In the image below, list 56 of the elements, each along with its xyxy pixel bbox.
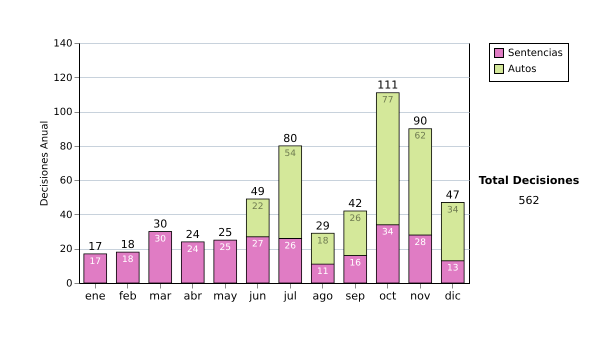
- data-label: 11: [317, 267, 328, 278]
- legend-label: Sentencias: [508, 48, 563, 59]
- total-label: 17: [88, 240, 102, 253]
- data-label: 62: [414, 132, 426, 142]
- total-label: 90: [413, 114, 428, 128]
- total-label: 49: [250, 185, 265, 198]
- legend-label: Autos: [508, 64, 536, 75]
- data-label: 34: [382, 228, 394, 238]
- data-label: 28: [414, 238, 426, 248]
- total-label: 18: [120, 238, 135, 252]
- data-label: 26: [350, 214, 362, 224]
- data-label: 24: [187, 244, 199, 255]
- total-label: 80: [283, 132, 298, 145]
- text: Total Decisiones: [478, 174, 580, 187]
- y-axis-title: Decisiones Anual: [39, 120, 50, 206]
- x-tick-label: jun: [248, 290, 266, 302]
- x-tick-label: nov: [410, 290, 431, 302]
- x-tick-label: abr: [184, 290, 202, 302]
- data-label: 13: [447, 264, 458, 274]
- x-tick-label: dic: [444, 290, 461, 302]
- data-label: 54: [284, 148, 296, 159]
- data-label: 77: [382, 96, 394, 106]
- data-label: 26: [284, 241, 296, 252]
- total-label: 24: [186, 228, 200, 241]
- y-tick-label: 20: [60, 244, 72, 256]
- y-tick-label: 100: [53, 107, 72, 118]
- x-tick-label: may: [213, 290, 238, 302]
- x-tick-label: jul: [282, 290, 297, 302]
- y-tick-label: 140: [53, 38, 72, 50]
- total-label: 29: [316, 219, 330, 232]
- y-tick-label: 120: [53, 72, 72, 84]
- total-label: 30: [153, 218, 168, 231]
- data-label: 18: [122, 255, 134, 266]
- x-tick-label: oct: [379, 290, 397, 302]
- y-tick-label: 60: [60, 176, 72, 187]
- data-label: 22: [252, 202, 264, 212]
- x-tick-label: mar: [149, 290, 172, 302]
- x-tick-label: sep: [346, 290, 366, 302]
- x-tick-label: feb: [118, 290, 137, 302]
- total-label: 42: [348, 197, 362, 210]
- y-tick-label: 0: [66, 278, 72, 290]
- text: 562: [518, 194, 540, 207]
- data-label: 17: [90, 256, 101, 267]
- x-tick-label: ene: [84, 290, 106, 302]
- data-label: 27: [252, 240, 264, 250]
- total-label: 25: [218, 226, 232, 240]
- data-label: 34: [447, 205, 459, 216]
- y-tick-label: 80: [60, 141, 72, 152]
- data-label: 16: [350, 258, 362, 269]
- data-label: 18: [317, 236, 329, 246]
- x-tick-label: ago: [312, 290, 334, 302]
- total-label: 111: [377, 78, 398, 92]
- total-label: 47: [446, 188, 460, 202]
- data-label: 25: [220, 243, 231, 254]
- data-label: 30: [154, 234, 166, 245]
- y-tick-label: 40: [60, 210, 72, 221]
